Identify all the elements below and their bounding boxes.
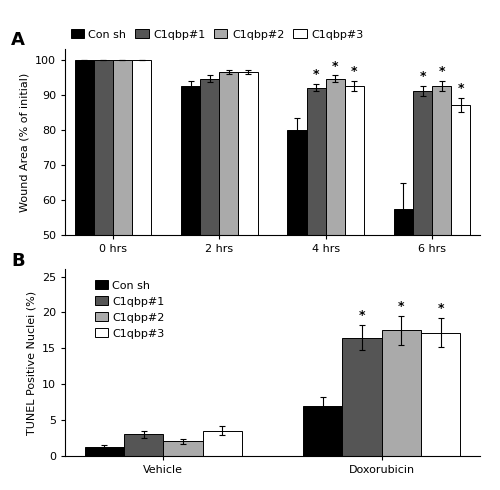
- Legend: Con sh, C1qbp#1, C1qbp#2, C1qbp#3: Con sh, C1qbp#1, C1qbp#2, C1qbp#3: [70, 29, 363, 40]
- Bar: [326, 79, 345, 411]
- Bar: [181, 86, 200, 411]
- Bar: [200, 79, 220, 411]
- Text: *: *: [420, 70, 426, 83]
- Bar: [394, 209, 413, 411]
- Bar: [94, 60, 113, 411]
- Bar: [238, 72, 258, 411]
- Bar: [84, 447, 124, 456]
- Bar: [124, 434, 164, 456]
- Text: *: *: [438, 302, 444, 316]
- Text: A: A: [11, 31, 25, 49]
- Bar: [202, 431, 242, 456]
- Text: *: *: [438, 65, 445, 78]
- Bar: [413, 91, 432, 411]
- Text: *: *: [359, 309, 366, 322]
- Bar: [382, 330, 421, 456]
- Bar: [74, 60, 94, 411]
- Text: *: *: [351, 65, 358, 78]
- Bar: [220, 72, 238, 411]
- Bar: [345, 86, 364, 411]
- Bar: [432, 86, 452, 411]
- Bar: [288, 130, 306, 411]
- Bar: [342, 338, 382, 456]
- Text: *: *: [458, 82, 464, 96]
- Bar: [306, 88, 326, 411]
- Text: *: *: [313, 68, 320, 81]
- Text: *: *: [332, 60, 338, 73]
- Legend: Con sh, C1qbp#1, C1qbp#2, C1qbp#3: Con sh, C1qbp#1, C1qbp#2, C1qbp#3: [92, 277, 168, 342]
- Text: *: *: [398, 300, 404, 313]
- Text: B: B: [11, 251, 24, 270]
- Bar: [421, 333, 461, 456]
- Bar: [303, 406, 343, 456]
- Bar: [164, 441, 202, 456]
- Bar: [132, 60, 151, 411]
- Bar: [113, 60, 132, 411]
- Bar: [452, 105, 470, 411]
- Y-axis label: Wound Area (% of initial): Wound Area (% of initial): [20, 73, 30, 212]
- Y-axis label: TUNEL Positive Nuclei (%): TUNEL Positive Nuclei (%): [26, 291, 36, 435]
